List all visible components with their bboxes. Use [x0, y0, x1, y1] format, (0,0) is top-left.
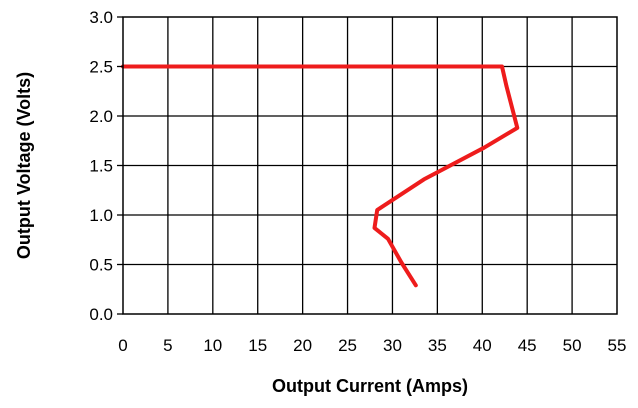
y-tick-label: 2.0 — [89, 107, 113, 126]
x-tick-label: 5 — [163, 336, 172, 355]
x-tick-label: 25 — [338, 336, 357, 355]
series-line — [121, 64, 520, 288]
x-tick-label: 35 — [428, 336, 447, 355]
y-axis-title: Output Voltage (Volts) — [14, 72, 34, 259]
x-tick-label: 40 — [473, 336, 492, 355]
y-tick-label: 0.5 — [89, 256, 113, 275]
y-tick-label: 1.0 — [89, 206, 113, 225]
x-axis-ticks: 0 5 10 15 20 25 30 35 40 45 50 55 — [118, 336, 626, 355]
y-tick-label: 3.0 — [89, 8, 113, 27]
y-axis-ticks: 0.0 0.5 1.0 1.5 2.0 2.5 3.0 — [89, 8, 123, 324]
x-tick-label: 45 — [518, 336, 537, 355]
y-tick-label: 2.5 — [89, 58, 113, 77]
x-tick-label: 55 — [608, 336, 627, 355]
x-tick-label: 0 — [118, 336, 127, 355]
y-tick-label: 0.0 — [89, 305, 113, 324]
x-tick-label: 15 — [248, 336, 267, 355]
x-tick-label: 30 — [383, 336, 402, 355]
x-tick-label: 10 — [203, 336, 222, 355]
x-tick-label: 20 — [293, 336, 312, 355]
x-axis-title: Output Current (Amps) — [272, 376, 468, 396]
series-layer — [121, 64, 520, 288]
grid — [123, 17, 617, 314]
y-tick-label: 1.5 — [89, 157, 113, 176]
x-tick-label: 50 — [563, 336, 582, 355]
